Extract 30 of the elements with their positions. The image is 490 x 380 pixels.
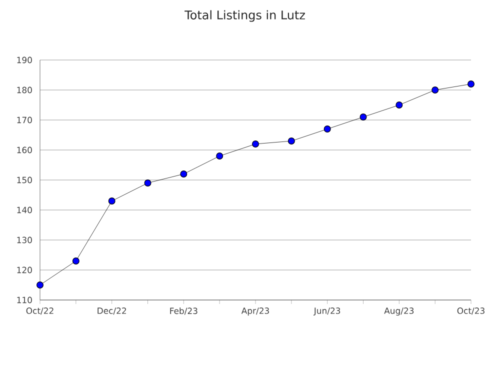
point — [36, 282, 44, 288]
y-tick-label: 170 — [17, 116, 32, 124]
x-tick-label: Oct/22 — [26, 308, 54, 315]
y-tick-label: 180 — [17, 86, 32, 94]
y-tick-label: 150 — [17, 176, 32, 184]
point — [108, 198, 116, 204]
point — [324, 126, 331, 132]
x-tick-label: Aug/23 — [384, 308, 414, 316]
point — [360, 114, 367, 120]
y-tick-label: 190 — [17, 56, 32, 64]
point — [468, 80, 474, 88]
x-tick-label: Jun/23 — [313, 308, 340, 316]
x-tick-label: Oct/23 — [457, 308, 484, 315]
point — [180, 170, 188, 178]
x-tick-label: Apr/23 — [241, 308, 269, 316]
y-tick-label: 130 — [17, 236, 32, 244]
point — [288, 138, 295, 144]
point — [144, 180, 152, 186]
point — [432, 86, 439, 94]
x-tick-label: Dec/22 — [98, 308, 126, 315]
point — [72, 258, 80, 264]
y-tick-label: 140 — [17, 206, 32, 214]
point — [216, 152, 224, 160]
y-tick-label: 120 — [17, 266, 32, 274]
y-tick-label: 110 — [17, 296, 32, 304]
chart-title: Total Listings in Lutz — [184, 10, 305, 22]
x-tick-label: Feb/23 — [170, 308, 198, 315]
y-tick-label: 160 — [17, 146, 32, 154]
point — [396, 102, 403, 108]
point — [252, 140, 259, 148]
